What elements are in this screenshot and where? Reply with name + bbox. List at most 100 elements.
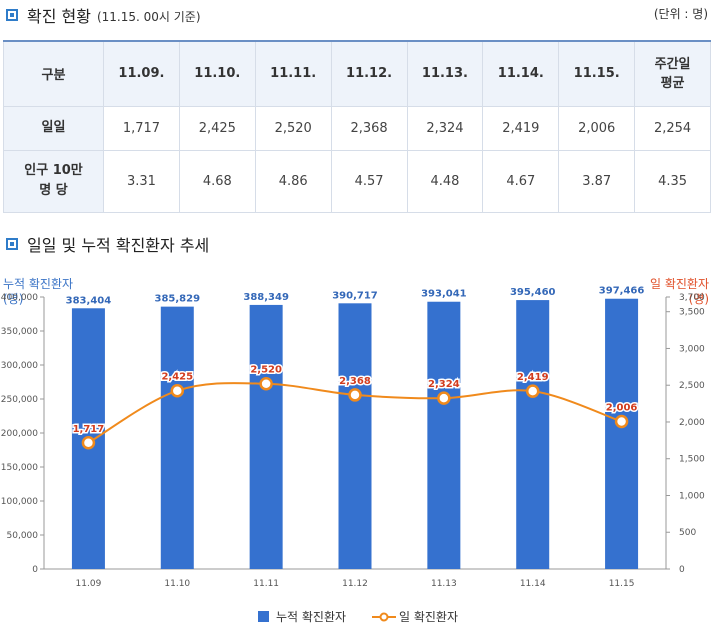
right-tick-label: 3,500: [679, 308, 705, 318]
weekly-avg-line2: 평균: [660, 75, 685, 91]
table-cell: 2,368: [330, 105, 408, 151]
right-tick-label: 2,000: [679, 418, 705, 428]
line-value-label: 2,368: [339, 376, 371, 387]
bar-cumulative: [605, 298, 639, 569]
row-label-per-100k: 인구 10만 명 당: [3, 149, 104, 213]
unit-label: (단위 : 명): [653, 7, 708, 21]
left-tick-label: 200,000: [1, 429, 38, 439]
row-label-line1: 인구 10만: [24, 163, 83, 178]
table-cell: 4.48: [406, 149, 484, 213]
line-point: [437, 391, 451, 405]
trend-chart: 누적 확진환자 (명) 일 확진환자 (명) 0 50,000 100,000 150…: [1, 277, 709, 624]
status-subtitle: (11.15. 00시 기준): [96, 9, 201, 24]
table-cell: 2,254: [634, 105, 711, 151]
x-tick-label: 11.10: [164, 579, 190, 589]
left-axis-label-line1: 누적 확진환자: [3, 277, 73, 291]
table-row: 일일 1,717 2,425 2,520 2,368 2,324 2,419 2…: [3, 105, 711, 151]
header-cell: 11.15.: [558, 40, 636, 107]
legend-line-marker: [379, 612, 389, 622]
weekly-avg-line1: 주간일: [654, 56, 691, 72]
bar-value-label: 383,404: [66, 295, 112, 306]
square-bullet-icon: [6, 238, 18, 250]
header-cell: 11.12.: [330, 40, 408, 107]
table-cell: 2,425: [178, 105, 256, 151]
x-tick-label: 11.11: [253, 579, 279, 589]
line-point: [170, 383, 185, 398]
table-cell: 1,717: [103, 105, 180, 151]
table-cell: 4.68: [178, 149, 256, 213]
x-tick-label: 11.13: [431, 579, 457, 589]
table-cell: 4.35: [634, 149, 711, 213]
legend-line-label: 일 확진환자: [399, 610, 458, 624]
header-cell: 구분: [3, 40, 104, 107]
right-axis-label-line1: 일 확진환자: [650, 277, 709, 291]
bar-cumulative: [249, 304, 283, 569]
bar-value-label: 395,460: [510, 287, 556, 298]
table-row: 인구 10만 명 당 3.31 4.68 4.86 4.57 4.48 4.67…: [3, 149, 711, 213]
header-cell: 11.11.: [254, 40, 332, 107]
line-value-label: 2,520: [250, 365, 282, 376]
right-tick-label: 3,700: [679, 293, 705, 303]
legend-bar-label: 누적 확진환자: [276, 610, 346, 624]
x-tick-label: 11.14: [520, 579, 546, 589]
bar-value-label: 388,349: [243, 292, 289, 303]
status-table: 구분 11.09. 11.10. 11.11. 11.12. 11.13. 11…: [3, 40, 711, 213]
header-cell: 11.10.: [178, 40, 256, 107]
table-cell: 3.87: [558, 149, 636, 213]
line-value-label: 2,006: [606, 403, 638, 414]
line-value-label: 2,324: [428, 379, 460, 390]
left-axis-label-line2: (명): [3, 292, 23, 306]
status-header: 확진 현황 (11.15. 00시 기준): [6, 3, 201, 27]
status-title: 확진 현황: [27, 7, 91, 26]
bar-value-label: 390,717: [332, 290, 378, 301]
bar-value-label: 393,041: [421, 289, 467, 300]
header-cell: 11.13.: [406, 40, 484, 107]
table-cell: 2,419: [482, 105, 560, 151]
left-tick-label: 50,000: [7, 531, 39, 541]
table-cell: 3.31: [103, 149, 180, 213]
right-tick-label: 2,500: [679, 381, 705, 391]
bar-value-label: 397,466: [599, 286, 645, 297]
header-cell-weekly-avg: 주간일 평균: [634, 40, 711, 107]
left-tick-label: 250,000: [1, 395, 38, 405]
row-label-daily: 일일: [3, 105, 104, 151]
line-point: [525, 384, 540, 398]
bar-cumulative: [427, 301, 461, 569]
line-point: [614, 414, 629, 429]
table-cell: 4.57: [330, 149, 408, 213]
left-tick-label: 400,000: [1, 293, 38, 303]
trend-header: 일일 및 누적 확진환자 추세: [6, 232, 209, 256]
bar-cumulative: [338, 303, 372, 569]
right-tick-label: 1,000: [679, 491, 705, 501]
bar-cumulative: [516, 300, 550, 569]
left-tick-label: 300,000: [1, 361, 38, 371]
square-bullet-icon: [6, 9, 18, 21]
right-axis-label-line2: (명): [689, 292, 709, 306]
line-value-label: 1,717: [73, 424, 105, 435]
left-tick-label: 100,000: [1, 497, 38, 507]
legend-bar-swatch: [258, 611, 269, 622]
x-tick-label: 11.12: [342, 579, 368, 589]
left-tick-label: 350,000: [1, 327, 38, 337]
left-tick-label: 0: [32, 565, 38, 575]
line-point: [81, 436, 96, 450]
x-tick-label: 11.15: [609, 579, 635, 589]
left-tick-label: 150,000: [1, 463, 38, 473]
table-cell: 4.86: [254, 149, 332, 213]
row-label-line2: 명 당: [39, 183, 68, 198]
bar-value-label: 385,829: [155, 294, 201, 305]
right-tick-label: 3,000: [679, 344, 705, 354]
header-cell: 11.14.: [482, 40, 560, 107]
right-tick-label: 0: [679, 565, 685, 575]
right-tick-label: 1,500: [679, 455, 705, 465]
right-tick-label: 500: [679, 528, 696, 538]
line-value-label: 2,419: [517, 372, 549, 383]
line-point: [259, 376, 273, 391]
trend-title: 일일 및 누적 확진환자 추세: [27, 236, 210, 255]
table-cell: 2,324: [406, 105, 484, 151]
line-value-label: 2,425: [161, 372, 193, 383]
header-cell: 11.09.: [103, 40, 180, 107]
x-tick-label: 11.09: [76, 579, 102, 589]
table-cell: 2,006: [558, 105, 636, 151]
table-header-row: 구분 11.09. 11.10. 11.11. 11.12. 11.13. 11…: [3, 40, 711, 107]
